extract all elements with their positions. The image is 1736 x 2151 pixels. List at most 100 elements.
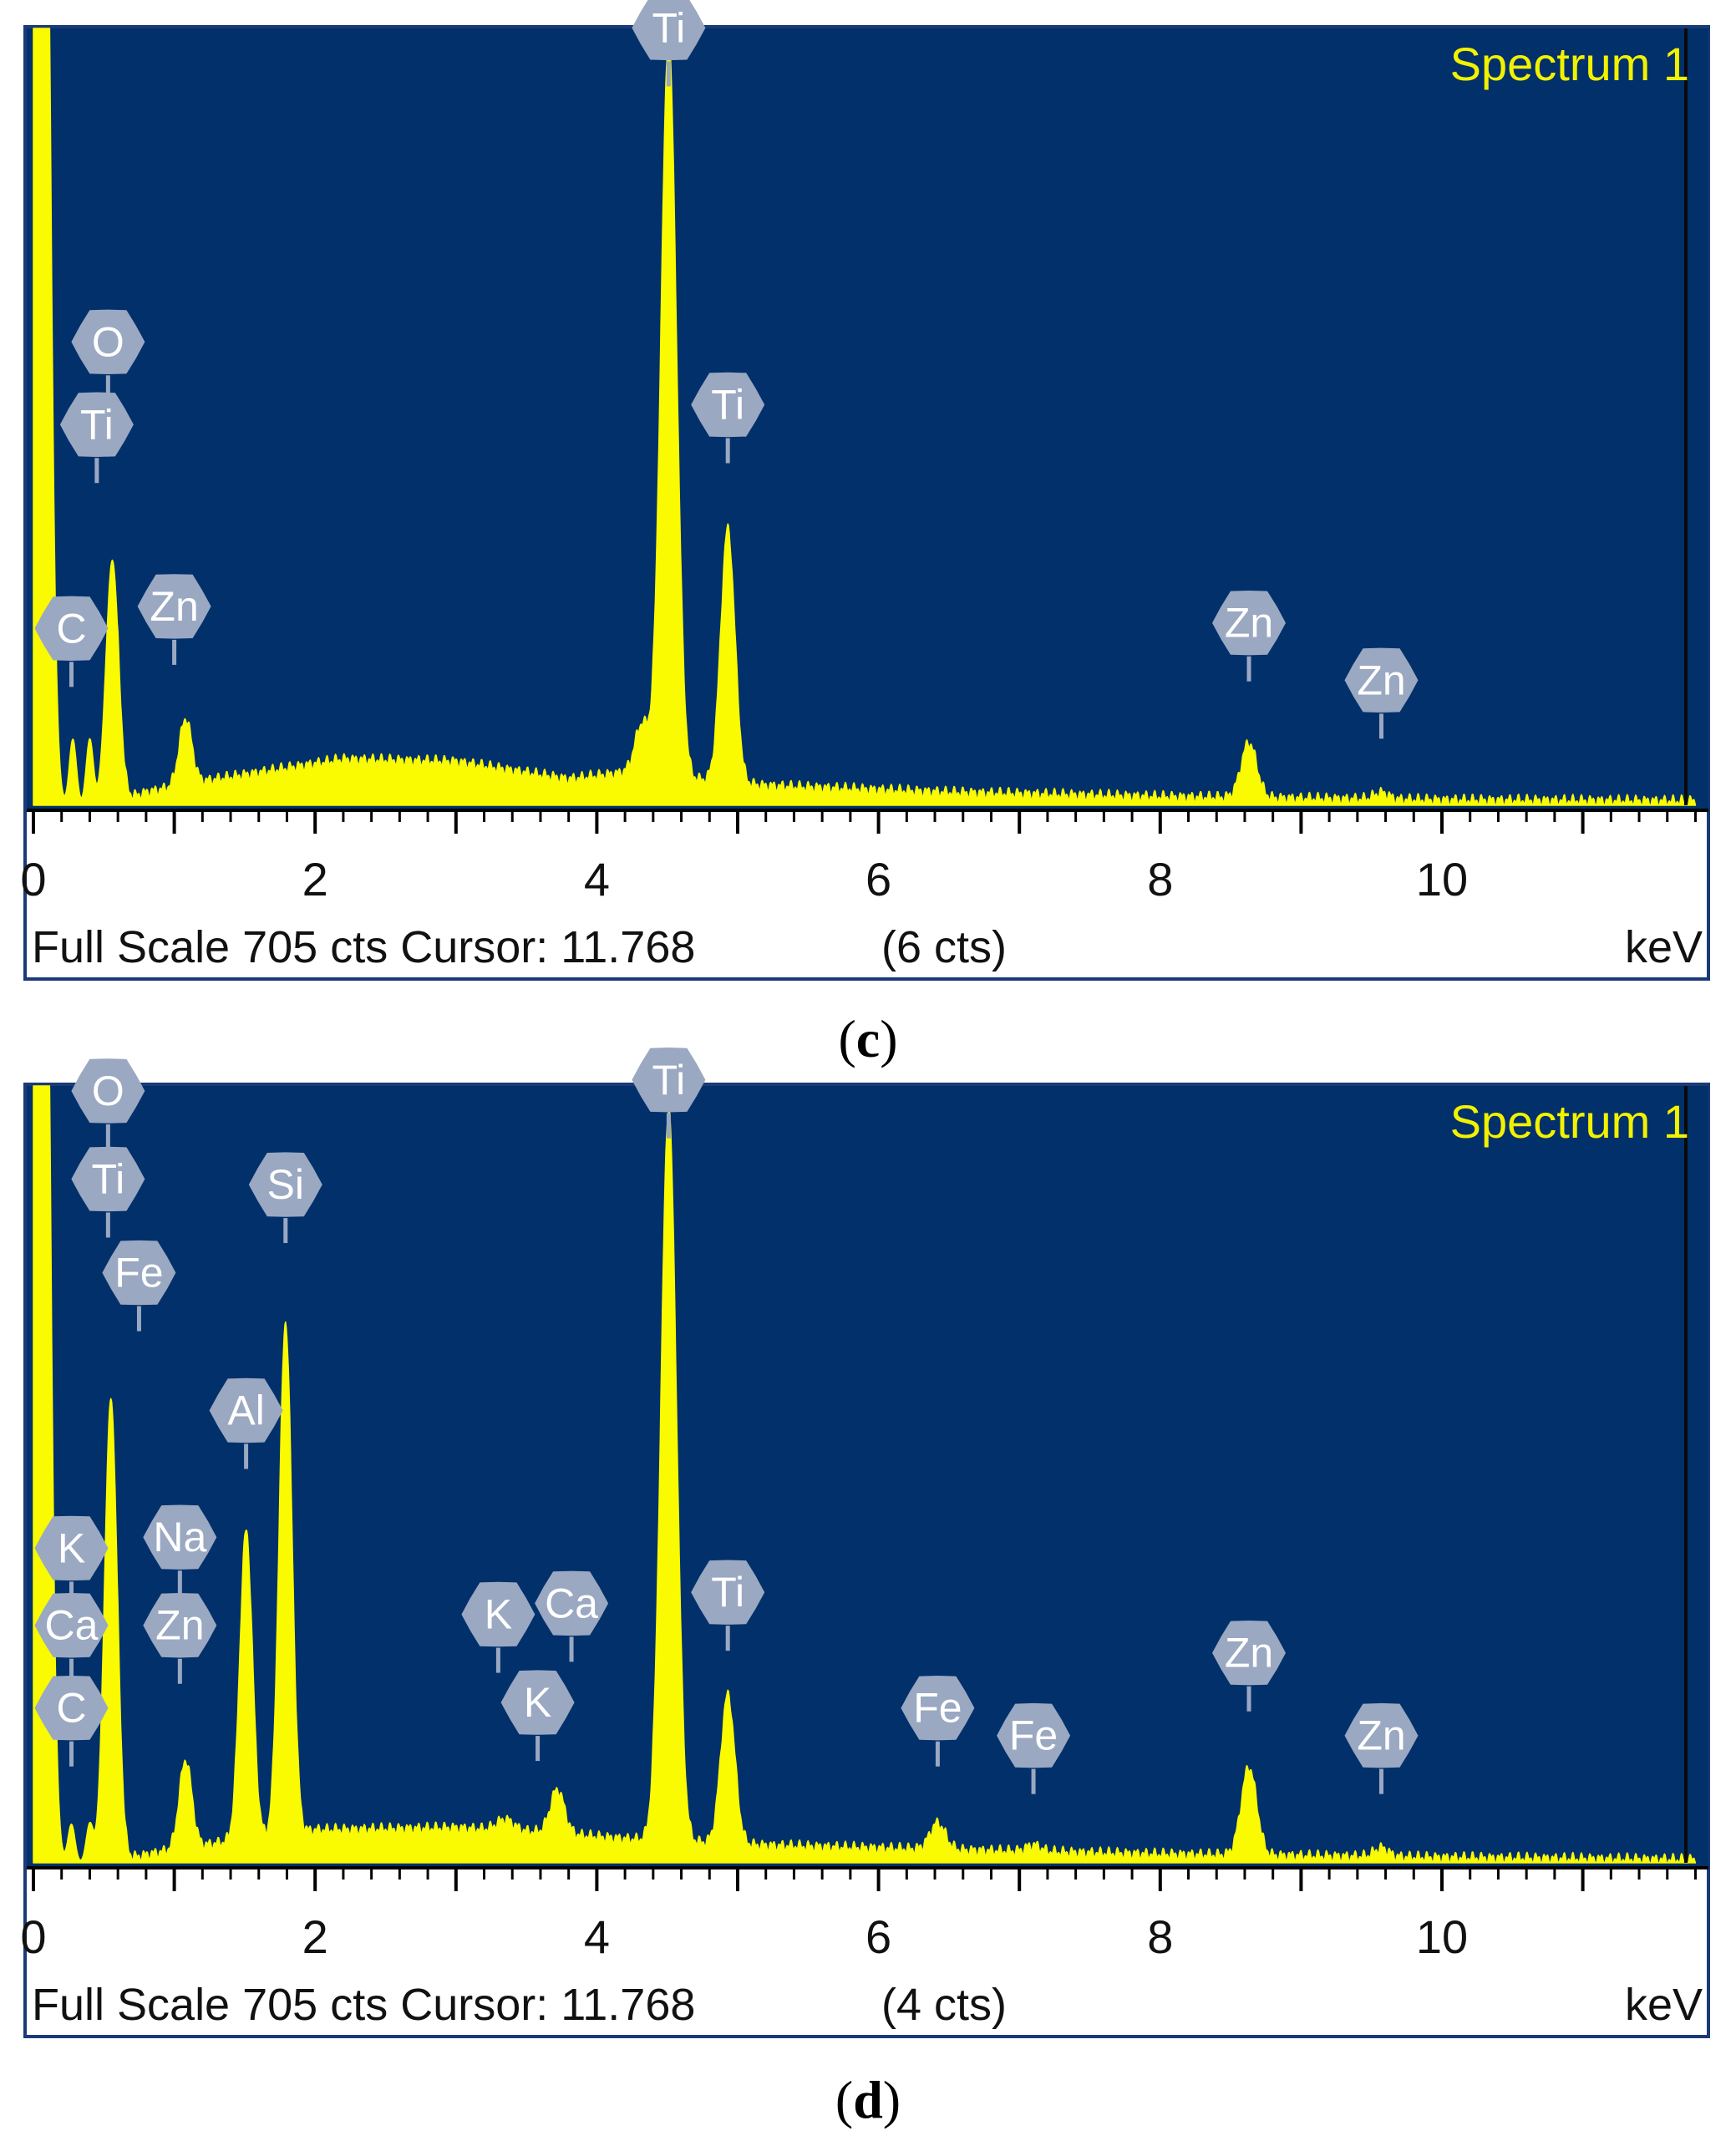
marker-label: Zn xyxy=(1225,600,1273,647)
element-marker: Si xyxy=(248,1152,322,1244)
panel-caption: (c) xyxy=(838,1009,897,1068)
marker-label: Zn xyxy=(1357,657,1405,703)
spectrum-trace xyxy=(33,1085,1697,1864)
marker-badge xyxy=(34,1593,109,1658)
marker-label: K xyxy=(485,1591,512,1638)
cursor-counts: (6 cts) xyxy=(881,922,1007,972)
element-marker: O xyxy=(71,1058,145,1149)
marker-label: Fe xyxy=(114,1250,163,1296)
element-marker: Ti xyxy=(59,392,134,484)
marker-badge xyxy=(71,1058,145,1124)
marker-badge xyxy=(71,309,145,374)
x-tick-label: 0 xyxy=(20,853,46,906)
marker-label: Ca xyxy=(45,1602,99,1649)
marker-badge xyxy=(461,1581,536,1647)
x-tick-label: 6 xyxy=(865,1910,891,1963)
plot-area xyxy=(27,28,1708,809)
spectrum-trace xyxy=(33,28,1697,806)
marker-label: Ti xyxy=(711,1569,744,1616)
x-tick-label: 4 xyxy=(584,853,610,906)
full-scale-readout: Full Scale 705 cts Cursor: 11.768 xyxy=(32,922,695,972)
marker-label: Fe xyxy=(913,1685,962,1732)
marker-label: Ca xyxy=(545,1580,598,1626)
marker-label: Ti xyxy=(711,382,744,429)
marker-badge xyxy=(500,1670,575,1735)
element-marker: Ca xyxy=(535,1570,609,1662)
element-marker: Zn xyxy=(143,1593,217,1684)
x-unit-label: keV xyxy=(1625,922,1703,972)
element-marker: Zn xyxy=(1344,1702,1419,1794)
marker-badge xyxy=(34,1515,109,1581)
marker-label: Ti xyxy=(80,401,114,448)
element-marker: C xyxy=(34,596,109,687)
element-marker: Ti xyxy=(632,1048,706,1139)
x-tick-label: 4 xyxy=(584,1910,610,1963)
panel-caption: (d) xyxy=(835,2070,901,2129)
element-marker: C xyxy=(34,1676,109,1767)
element-marker: Zn xyxy=(1212,591,1286,682)
marker-badge xyxy=(632,1048,706,1113)
marker-badge xyxy=(137,574,211,639)
marker-badge xyxy=(632,0,706,61)
element-marker: Fe xyxy=(102,1240,176,1332)
element-marker: K xyxy=(34,1515,109,1607)
marker-badge xyxy=(59,392,134,457)
element-marker: Ti xyxy=(691,372,765,464)
plot-area xyxy=(27,1086,1708,1867)
spectrum-panel-d: Spectrum 1 0 2 4 6 8 10 Full Scale 705 cts Curs… xyxy=(20,1048,1710,2129)
marker-label: Fe xyxy=(1009,1712,1058,1759)
marker-label: C xyxy=(56,1685,86,1732)
marker-badge xyxy=(997,1702,1071,1768)
element-marker: Fe xyxy=(997,1702,1071,1794)
marker-badge xyxy=(901,1676,975,1741)
marker-label: Al xyxy=(227,1387,264,1434)
x-tick-label: 10 xyxy=(1416,853,1468,906)
x-unit-label: keV xyxy=(1625,1980,1703,2030)
marker-badge xyxy=(691,1560,765,1625)
marker-badge xyxy=(71,1146,145,1212)
marker-label: C xyxy=(56,605,86,652)
marker-label: Ti xyxy=(652,4,685,51)
marker-badge xyxy=(1212,1621,1286,1686)
marker-badge xyxy=(143,1504,217,1570)
marker-label: Zn xyxy=(1357,1712,1405,1759)
element-marker: Zn xyxy=(1212,1621,1286,1712)
marker-badge xyxy=(248,1152,322,1217)
element-marker: K xyxy=(500,1670,575,1762)
spectrum-panel-c: Spectrum 1 0 2 4 6 8 10 Full Scale 705 cts Curs… xyxy=(20,0,1710,1068)
element-marker: Ti xyxy=(71,1146,145,1238)
x-tick-label: 2 xyxy=(302,853,328,906)
element-marker: Na xyxy=(143,1504,217,1596)
full-scale-readout: Full Scale 705 cts Cursor: 11.768 xyxy=(32,1980,695,2030)
marker-badge xyxy=(34,596,109,661)
element-marker: K xyxy=(461,1581,536,1673)
marker-badge xyxy=(1344,1702,1419,1768)
x-tick-label: 2 xyxy=(302,1910,328,1963)
marker-label: Zn xyxy=(150,583,198,630)
marker-label: Si xyxy=(267,1161,304,1208)
marker-badge xyxy=(34,1676,109,1741)
marker-label: O xyxy=(92,1068,124,1114)
element-marker: Ti xyxy=(691,1560,765,1651)
element-marker: Zn xyxy=(137,574,211,665)
marker-badge xyxy=(535,1570,609,1636)
marker-label: O xyxy=(92,318,124,365)
x-tick-label: 10 xyxy=(1416,1910,1468,1963)
marker-label: Zn xyxy=(1225,1630,1273,1677)
element-marker: Al xyxy=(209,1377,283,1469)
marker-label: K xyxy=(58,1524,85,1571)
marker-label: Na xyxy=(153,1514,206,1560)
spectrum-name: Spectrum 1 xyxy=(1450,38,1689,90)
x-tick-label: 0 xyxy=(20,1910,46,1963)
cursor-counts: (4 cts) xyxy=(881,1980,1007,2030)
x-tick-label: 6 xyxy=(865,853,891,906)
element-marker: Zn xyxy=(1344,647,1419,739)
marker-label: Ti xyxy=(91,1155,124,1202)
x-tick-label: 8 xyxy=(1147,1910,1173,1963)
marker-label: Ti xyxy=(652,1057,685,1103)
marker-badge xyxy=(1212,591,1286,656)
marker-badge xyxy=(1344,647,1419,713)
marker-label: Zn xyxy=(155,1602,204,1649)
element-marker: Fe xyxy=(901,1676,975,1767)
